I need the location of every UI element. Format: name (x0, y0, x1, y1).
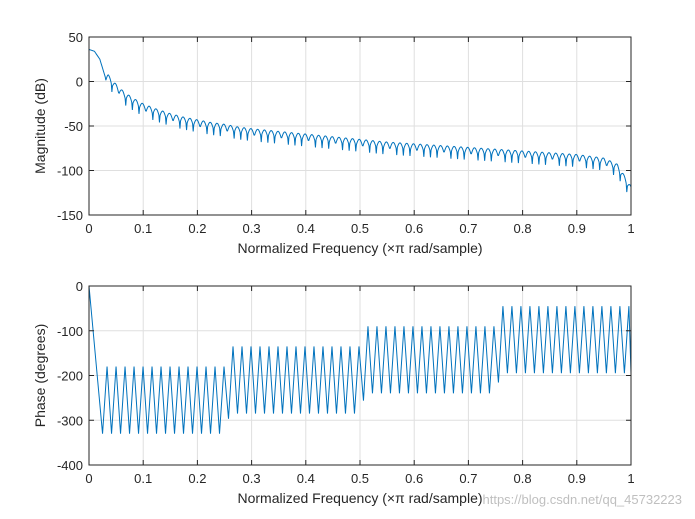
mag-x-tick-label: 0.2 (188, 221, 206, 236)
mag-y-axis-label: Magnitude (dB) (32, 78, 48, 174)
phase-y-tick-label: 0 (76, 279, 83, 294)
mag-x-axis-label: Normalized Frequency (×π rad/sample) (237, 240, 482, 256)
mag-x-tick-label: 1 (627, 221, 634, 236)
magnitude-axes: 0 0.1 0.2 0.3 0.4 0.5 0.6 0.7 0.8 0.9 1 50 0 -50 -100 -… (32, 30, 635, 256)
phase-x-tick-label: 0.7 (459, 471, 477, 486)
mag-series-line (89, 48, 631, 193)
mag-y-tick-label: -150 (57, 208, 83, 223)
phase-x-tick-label: 0.5 (351, 471, 369, 486)
mag-y-tick-label: 0 (76, 75, 83, 90)
mag-y-tick-label: 50 (69, 30, 83, 45)
mag-y-tick-label: -50 (64, 119, 83, 134)
mag-x-tick-label: 0.9 (568, 221, 586, 236)
mag-x-tick-label: 0.5 (351, 221, 369, 236)
phase-x-tick-label: 0.2 (188, 471, 206, 486)
phase-y-axis-label: Phase (degrees) (32, 324, 48, 428)
mag-y-tick-label: -100 (57, 164, 83, 179)
mag-x-tick-label: 0.8 (514, 221, 532, 236)
phase-y-tick-label: -100 (57, 324, 83, 339)
mag-x-tick-label: 0 (85, 221, 92, 236)
phase-axes: 0 0.1 0.2 0.3 0.4 0.5 0.6 0.7 0.8 0.9 1 0 -100 -200 -3… (32, 279, 635, 506)
mag-x-tick-label: 0.7 (459, 221, 477, 236)
phase-x-axis-label: Normalized Frequency (×π rad/sample) (237, 490, 482, 506)
phase-x-tick-label: 0.4 (297, 471, 315, 486)
phase-y-tick-label: -200 (57, 369, 83, 384)
phase-y-tick-label: -400 (57, 458, 83, 473)
phase-y-tick-label: -300 (57, 413, 83, 428)
phase-series-line (89, 286, 631, 434)
phase-x-tick-label: 0.6 (405, 471, 423, 486)
phase-x-tick-label: 0.1 (134, 471, 152, 486)
mag-x-tick-label: 0.6 (405, 221, 423, 236)
phase-x-tick-label: 0.3 (243, 471, 261, 486)
phase-x-tick-label: 1 (627, 471, 634, 486)
mag-x-tick-label: 0.1 (134, 221, 152, 236)
phase-x-tick-label: 0.8 (514, 471, 532, 486)
phase-x-tick-label: 0.9 (568, 471, 586, 486)
mag-x-tick-label: 0.3 (243, 221, 261, 236)
mag-x-tick-label: 0.4 (297, 221, 315, 236)
phase-x-tick-label: 0 (85, 471, 92, 486)
watermark: https://blog.csdn.net/qq_45732223 (483, 492, 683, 507)
